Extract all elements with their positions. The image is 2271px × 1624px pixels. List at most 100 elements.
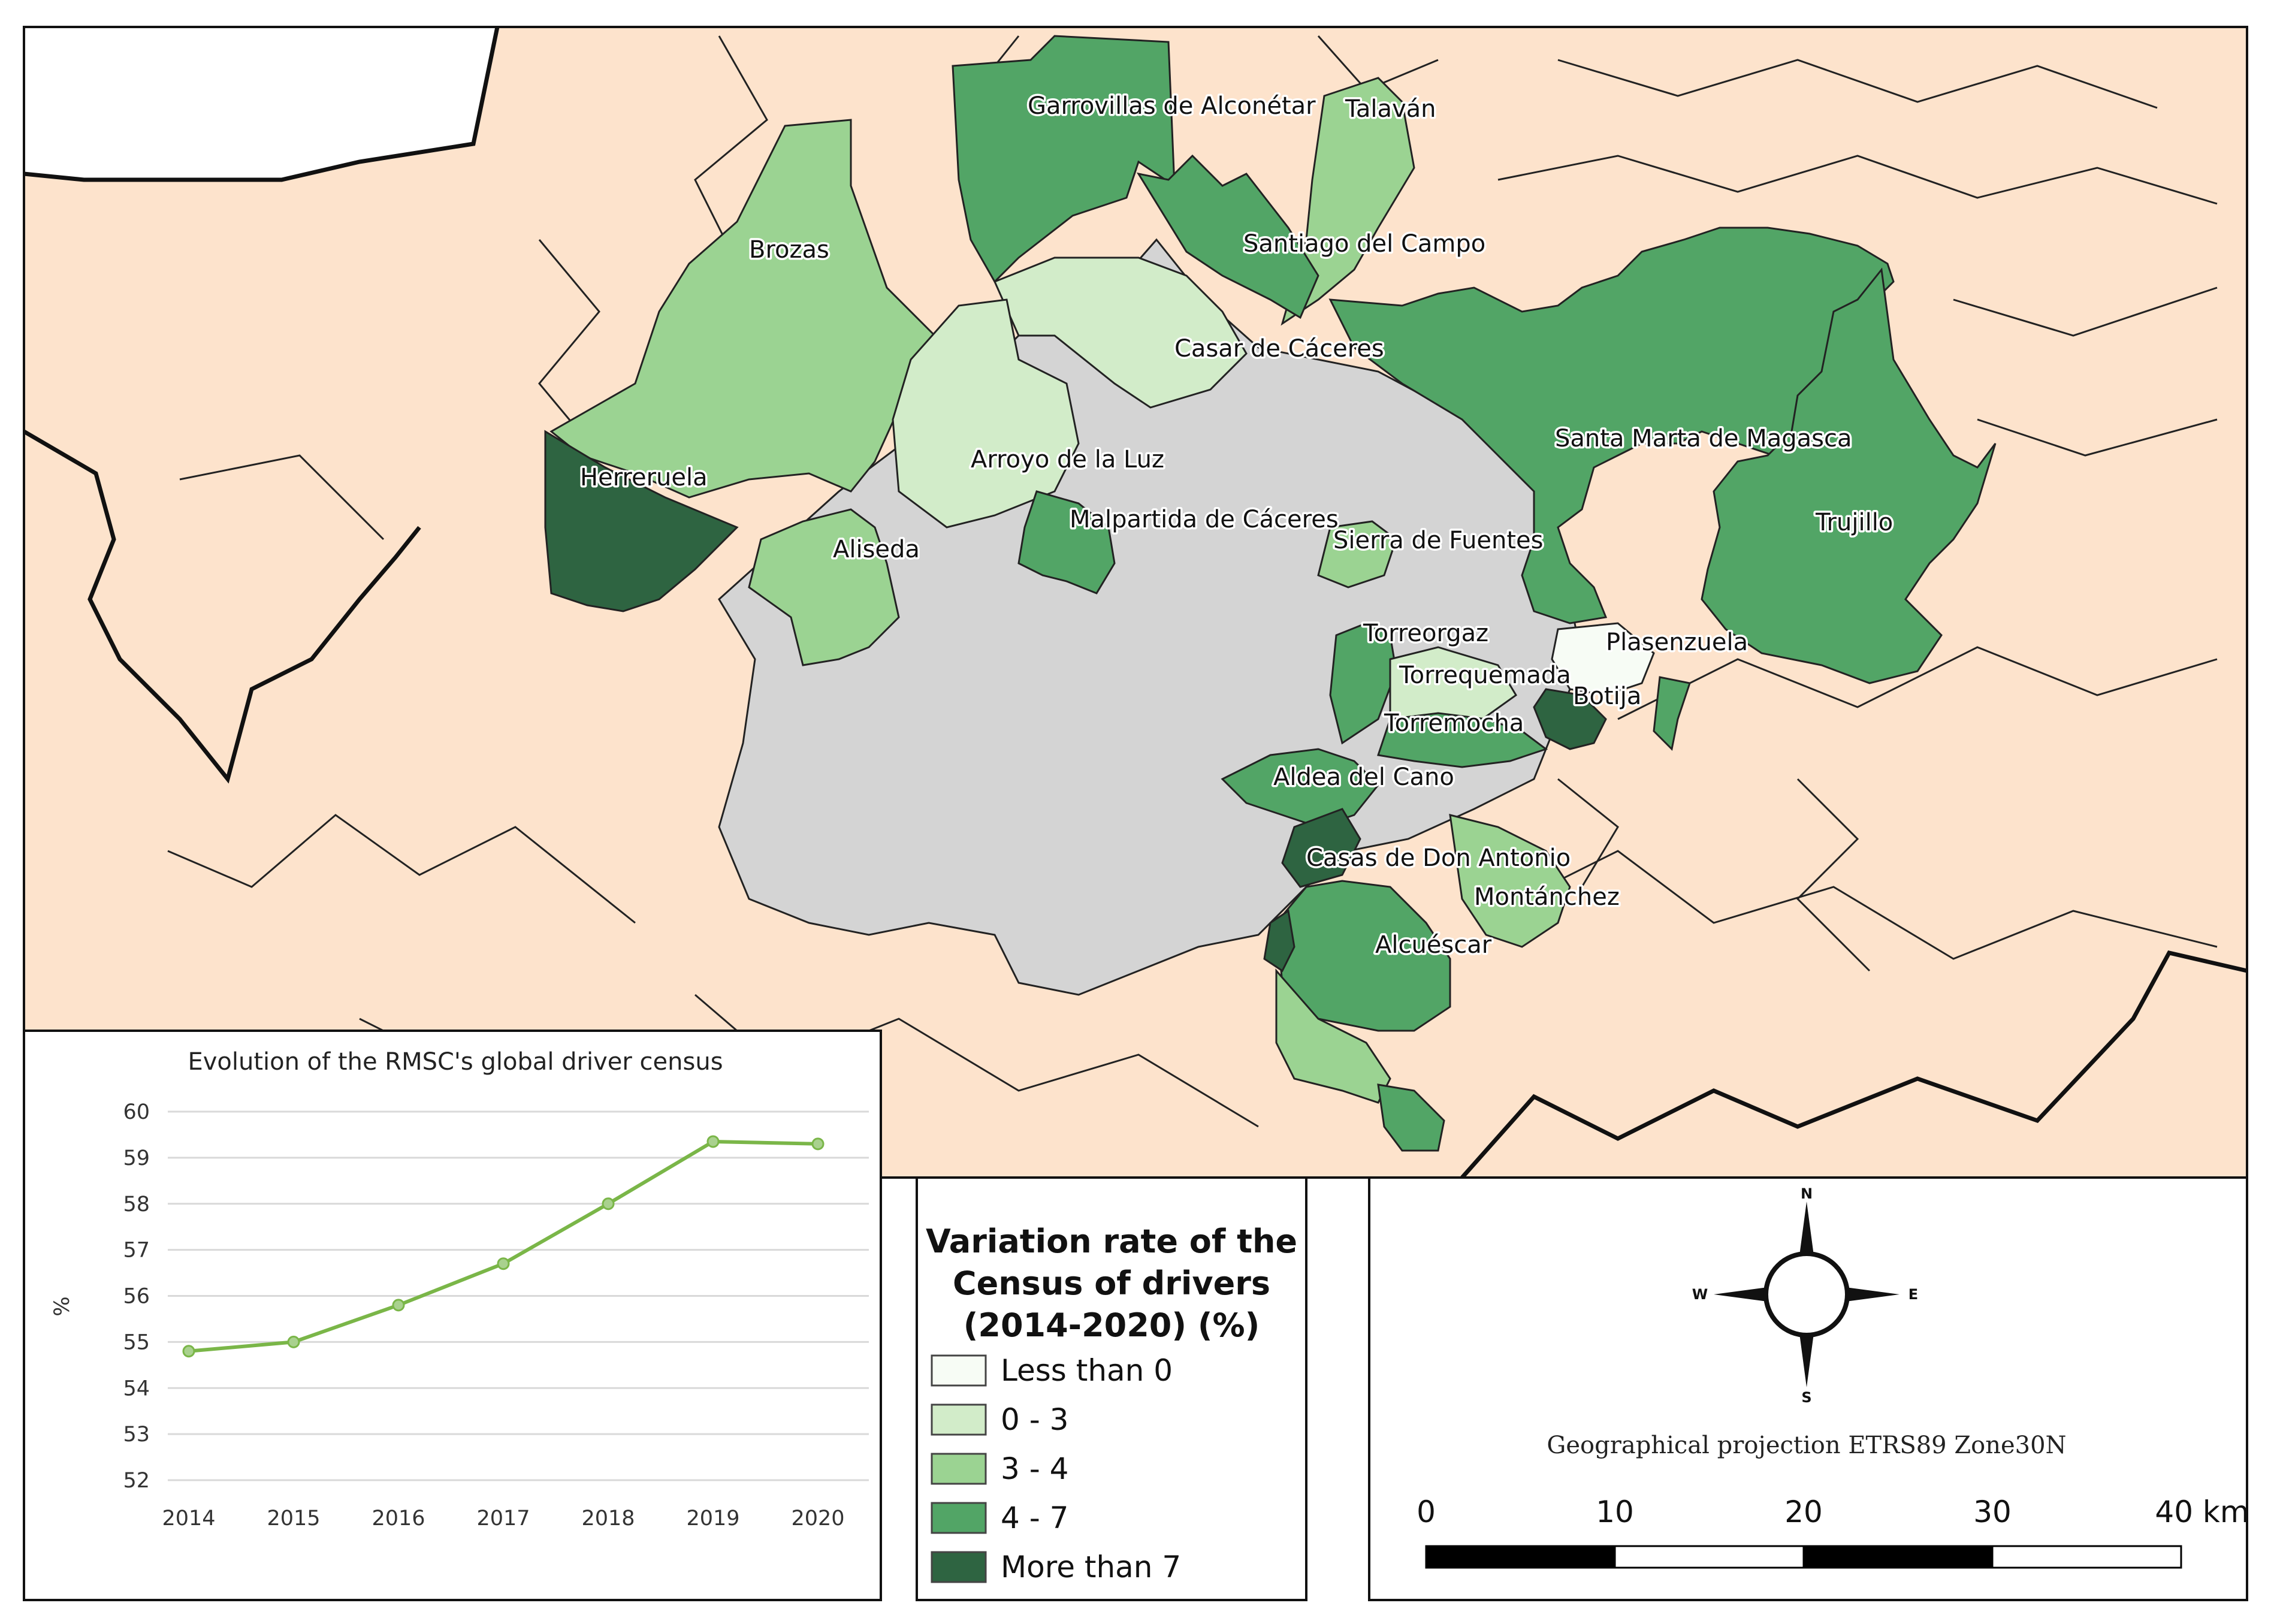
muni-herreruela [544, 430, 739, 612]
chart-y-ticks: 52 53 54 55 56 57 58 59 60 [123, 1100, 150, 1493]
x-tick-label: 2020 [791, 1507, 844, 1531]
compass-s: S [1801, 1389, 1811, 1406]
x-tick-label: 2018 [581, 1507, 635, 1531]
label-garrovillas: Garrovillas de Alconétar [1028, 92, 1316, 120]
muni-east-small [1653, 676, 1691, 751]
x-tick-label: 2014 [162, 1507, 215, 1531]
chart-inset: Evolution of the RMSC's global driver ce… [23, 1030, 882, 1601]
x-tick-label: 2015 [267, 1507, 320, 1531]
label-casas-don-antonio: Casas de Don Antonio [1306, 844, 1571, 872]
data-point [497, 1257, 510, 1270]
label-casar: Casar de Cáceres [1174, 335, 1384, 363]
label-talavan: Talaván [1345, 95, 1436, 123]
label-botija: Botija [1573, 683, 1641, 710]
outside-region [24, 27, 497, 180]
muni-torreorgaz [1329, 622, 1397, 745]
y-tick-label: 60 [123, 1100, 150, 1124]
legend-label: Less than 0 [1001, 1353, 1173, 1388]
label-torremocha: Torremocha [1384, 710, 1524, 737]
muni-south-a [1275, 968, 1391, 1104]
muni-brozas [549, 119, 936, 499]
muni-casar [993, 256, 1248, 409]
muni-montanchez [1449, 814, 1571, 948]
scale-label-30: 30 [1973, 1495, 2012, 1529]
label-torrequemada: Torrequemada [1399, 662, 1571, 689]
label-brozas: Brozas [749, 236, 829, 264]
scale-bar: 0 10 20 30 40 km [1417, 1495, 2249, 1569]
chart-series [182, 1135, 825, 1358]
legend: Variation rate of the Census of drivers … [916, 1176, 1307, 1601]
label-malpartida: Malpartida de Cáceres [1070, 506, 1339, 533]
chart-frame [23, 1030, 882, 1601]
scale-label-20: 20 [1784, 1495, 1823, 1529]
chart-title: Evolution of the RMSC's global driver ce… [188, 1048, 723, 1076]
projection-text: Geographical projection ETRS89 Zone30N [1547, 1432, 2066, 1459]
x-tick-label: 2019 [686, 1507, 739, 1531]
legend-label: More than 7 [1001, 1550, 1181, 1584]
scale-label-0: 0 [1417, 1495, 1436, 1529]
y-tick-label: 56 [123, 1285, 150, 1309]
legend-title-line-3: (2014-2020) (%) [964, 1306, 1260, 1344]
north-arrow-icon: N S W E [1692, 1185, 1918, 1406]
compass-n: N [1801, 1185, 1813, 1202]
y-tick-label: 54 [123, 1377, 150, 1400]
legend-items: Less than 0 0 - 3 3 - 4 4 - 7 More than 7 [931, 1353, 1181, 1584]
muni-trujillo [1701, 267, 1997, 684]
data-point [182, 1345, 195, 1358]
label-herreruela: Herreruela [580, 464, 708, 491]
label-torreorgaz: Torreorgaz [1363, 620, 1488, 647]
compass-w: W [1692, 1286, 1708, 1303]
label-santa-marta: Santa Marta de Magasca [1555, 425, 1852, 452]
data-point [392, 1299, 405, 1312]
province-border-se [1460, 950, 2248, 1179]
legend-swatch [931, 1354, 987, 1387]
label-aliseda: Aliseda [833, 536, 920, 563]
label-aldea: Aldea del Cano [1273, 763, 1454, 791]
legend-title-line-2: Census of drivers [953, 1264, 1270, 1302]
chart-grid [168, 1110, 869, 1481]
municipality-labels: Garrovillas de Alconétar Talaván Brozas … [578, 90, 1895, 961]
muni-aldea [1221, 748, 1380, 828]
scale-label-40: 40 km [2155, 1495, 2249, 1529]
legend-label: 4 - 7 [1001, 1501, 1068, 1535]
y-tick-label: 59 [123, 1146, 150, 1170]
x-tick-label: 2017 [476, 1507, 530, 1531]
legend-swatch [931, 1403, 987, 1436]
muni-botija [1533, 688, 1607, 750]
label-trujillo: Trujillo [1815, 509, 1893, 536]
muni-torremocha [1377, 712, 1548, 768]
outside-region-se [1462, 953, 2247, 1178]
y-axis-label: % [50, 1296, 74, 1316]
legend-label: 3 - 4 [1001, 1451, 1068, 1486]
x-tick-label: 2016 [372, 1507, 425, 1531]
legend-label: 0 - 3 [1001, 1402, 1068, 1437]
y-tick-label: 58 [123, 1193, 150, 1217]
y-tick-label: 55 [123, 1330, 150, 1354]
muni-arroyo [892, 298, 1080, 529]
province-border-west [23, 429, 421, 784]
data-point [706, 1135, 720, 1148]
compass-e: E [1908, 1286, 1918, 1303]
label-arroyo: Arroyo de la Luz [971, 446, 1164, 473]
muni-garrovillas [952, 35, 1176, 283]
scale-label-10: 10 [1596, 1495, 1634, 1529]
legend-swatch [931, 1551, 987, 1583]
label-alcuescar: Alcuéscar [1375, 931, 1492, 959]
compass-scale-panel: N S W E Geographical projection ETRS89 Z… [1368, 1176, 2249, 1601]
muni-santiago [1136, 154, 1319, 319]
muni-talavan [1281, 77, 1415, 326]
muni-casas-don-antonio [1281, 808, 1361, 888]
y-tick-label: 52 [123, 1469, 150, 1493]
y-tick-label: 53 [123, 1423, 150, 1447]
map-panel: Garrovillas de Alconétar Talaván Brozas … [23, 26, 2248, 1179]
muni-sw-dark [1263, 909, 1295, 973]
chart-x-ticks: 2014 2015 2016 2017 2018 2019 2020 [162, 1507, 844, 1531]
data-point [602, 1197, 615, 1211]
label-santiago: Santiago del Campo [1243, 230, 1485, 258]
municipality-polygons [544, 35, 1997, 1152]
muni-south-b [1377, 1083, 1445, 1152]
data-point [811, 1137, 825, 1151]
muni-plasenzuela [1551, 622, 1655, 696]
muni-aliseda [748, 508, 900, 666]
